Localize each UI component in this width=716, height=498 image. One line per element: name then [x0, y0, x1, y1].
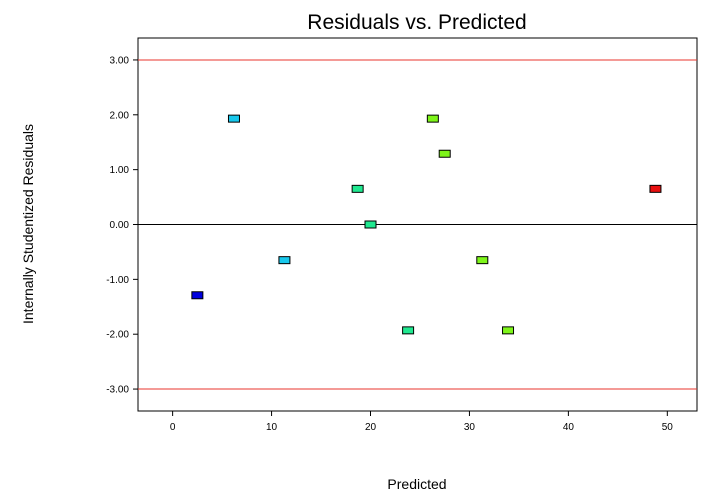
data-point — [402, 326, 415, 335]
x-tick-label: 50 — [662, 422, 674, 433]
y-tick-label: -2.00 — [106, 330, 129, 341]
y-tick-label: 0.00 — [110, 220, 130, 231]
data-point — [426, 114, 439, 123]
x-tick-label: 0 — [170, 422, 176, 433]
y-tick-label: 3.00 — [110, 55, 130, 66]
y-tick-label: -3.00 — [106, 385, 129, 396]
data-points — [191, 114, 662, 335]
y-tick-label: -1.00 — [106, 275, 129, 286]
data-point — [227, 114, 240, 123]
data-point — [364, 220, 377, 229]
x-axis: 0 10 20 30 40 50 — [170, 411, 673, 433]
x-tick-label: 10 — [266, 422, 278, 433]
reference-lines — [138, 59, 697, 390]
x-axis-label: Predicted — [387, 476, 446, 492]
data-point — [351, 184, 364, 193]
data-point — [191, 291, 204, 300]
data-point — [438, 149, 451, 158]
data-point — [476, 256, 489, 265]
data-point — [649, 184, 662, 193]
y-axis: 3.00 2.00 1.00 0.00 -1.00 -2.00 -3.00 — [106, 55, 138, 396]
chart-title: Residuals vs. Predicted — [307, 11, 526, 34]
x-tick-label: 30 — [464, 422, 476, 433]
x-tick-label: 20 — [365, 422, 377, 433]
y-tick-label: 2.00 — [110, 110, 130, 121]
y-axis-label: Internally Studentized Residuals — [20, 124, 36, 324]
x-tick-label: 40 — [563, 422, 575, 433]
data-point — [278, 256, 291, 265]
y-tick-label: 1.00 — [110, 165, 130, 176]
data-point — [502, 326, 515, 335]
